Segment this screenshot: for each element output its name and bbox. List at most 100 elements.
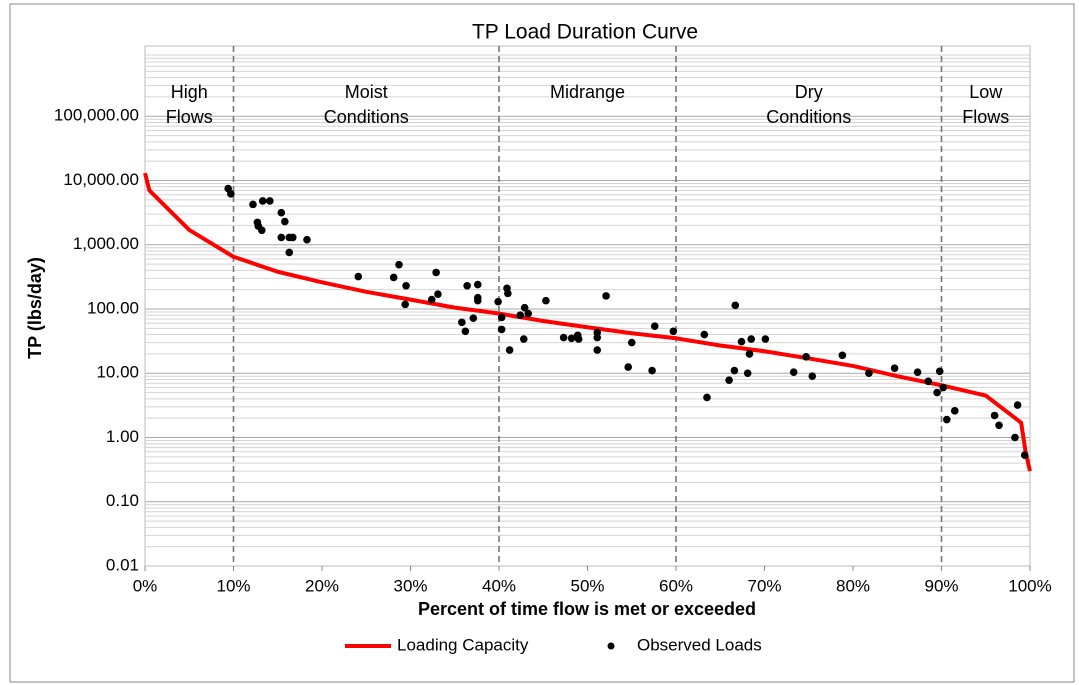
y-tick-label: 1.00 — [106, 427, 139, 446]
y-tick-label: 10.00 — [96, 363, 139, 382]
x-tick-label: 90% — [924, 576, 958, 595]
observed-load-point — [593, 346, 602, 354]
observed-load-point — [703, 393, 711, 402]
x-axis-label: Percent of time flow is met or exceeded — [418, 599, 756, 619]
observed-load-point — [745, 350, 754, 358]
x-tick-label: 80% — [836, 576, 870, 595]
chart-title: TP Load Duration Curve — [472, 21, 698, 44]
observed-load-point — [624, 363, 633, 371]
observed-load-point — [463, 281, 471, 290]
observed-load-point — [277, 208, 286, 217]
observed-load-point — [731, 301, 740, 310]
observed-load-point — [434, 290, 442, 298]
observed-load-point — [990, 411, 999, 420]
observed-load-point — [943, 415, 951, 424]
x-tick-label: 40% — [482, 576, 516, 595]
observed-load-point — [432, 268, 440, 277]
observed-load-point — [473, 280, 482, 289]
observed-load-point — [559, 333, 568, 342]
observed-load-point — [497, 325, 506, 334]
observed-load-point — [939, 383, 948, 392]
y-tick-label: 1,000.00 — [73, 234, 139, 253]
observed-load-point — [497, 313, 506, 322]
observed-load-point — [542, 296, 550, 305]
observed-load-point — [669, 327, 678, 336]
observed-load-point — [395, 260, 403, 269]
observed-load-point — [730, 366, 739, 375]
observed-load-point — [1011, 433, 1019, 442]
observed-load-point — [265, 197, 274, 205]
observed-load-point — [743, 369, 752, 378]
observed-load-point — [473, 296, 482, 305]
observed-load-point — [567, 334, 576, 343]
observed-load-point — [389, 273, 398, 282]
observed-load-point — [725, 376, 733, 384]
observed-load-point — [933, 388, 941, 397]
y-tick-label: 0.01 — [106, 555, 139, 574]
observed-load-point — [258, 197, 267, 205]
y-tick-label: 100.00 — [87, 298, 139, 317]
observed-load-point — [995, 421, 1003, 430]
observed-load-point — [913, 368, 922, 376]
observed-load-point — [494, 297, 502, 306]
observed-load-point — [288, 233, 297, 242]
observed-load-point — [354, 272, 363, 281]
y-tick-label: 100,000.00 — [54, 106, 139, 125]
observed-load-point — [402, 281, 410, 290]
observed-load-point — [303, 235, 311, 244]
y-axis-label: TP (lbs/day) — [25, 257, 45, 359]
zone-label: Dry — [795, 82, 823, 102]
x-tick-label: 50% — [570, 576, 604, 595]
observed-load-point — [950, 407, 959, 415]
observed-load-point — [469, 314, 478, 322]
zone-label: Midrange — [550, 82, 625, 102]
x-tick-label: 20% — [305, 576, 339, 595]
x-tick-label: 30% — [393, 576, 427, 595]
observed-load-point — [458, 318, 466, 327]
observed-load-point — [648, 366, 656, 375]
observed-load-point — [838, 351, 847, 360]
observed-load-point — [574, 335, 583, 343]
observed-load-point — [281, 217, 289, 226]
y-tick-label: 0.10 — [106, 491, 139, 510]
observed-load-point — [747, 335, 756, 343]
observed-load-point — [865, 369, 873, 378]
observed-load-point — [1020, 451, 1029, 460]
observed-load-point — [520, 303, 529, 312]
observed-load-point — [700, 330, 709, 339]
x-tick-label: 0% — [133, 576, 158, 595]
observed-load-point — [505, 346, 514, 354]
x-tick-label: 60% — [659, 576, 693, 595]
zone-label: High — [171, 82, 208, 102]
zone-label: Moist — [345, 82, 388, 102]
observed-load-point — [401, 300, 409, 309]
observed-load-point — [227, 190, 235, 198]
zone-label: Flows — [962, 107, 1009, 127]
zone-label: Low — [969, 82, 1003, 102]
legend-swatch — [607, 642, 615, 650]
observed-load-point — [808, 372, 817, 380]
legend-label: Observed Loads — [637, 635, 762, 654]
zone-label: Conditions — [324, 107, 409, 127]
observed-load-point — [516, 311, 525, 320]
observed-load-point — [249, 200, 257, 209]
observed-load-point — [504, 289, 512, 298]
zone-label: Conditions — [766, 107, 851, 127]
zone-label: Flows — [166, 107, 213, 127]
observed-load-point — [285, 248, 294, 257]
observed-load-point — [650, 322, 659, 330]
observed-load-point — [935, 367, 944, 376]
x-tick-label: 100% — [1008, 576, 1051, 595]
observed-load-point — [593, 333, 602, 342]
observed-load-point — [427, 295, 436, 304]
y-tick-label: 10,000.00 — [63, 170, 139, 189]
x-tick-label: 70% — [747, 576, 781, 595]
observed-load-point — [924, 377, 933, 386]
observed-load-point — [258, 226, 266, 235]
observed-load-point — [461, 327, 470, 336]
x-tick-label: 10% — [216, 576, 250, 595]
observed-load-point — [602, 292, 610, 300]
observed-load-point — [761, 335, 770, 343]
